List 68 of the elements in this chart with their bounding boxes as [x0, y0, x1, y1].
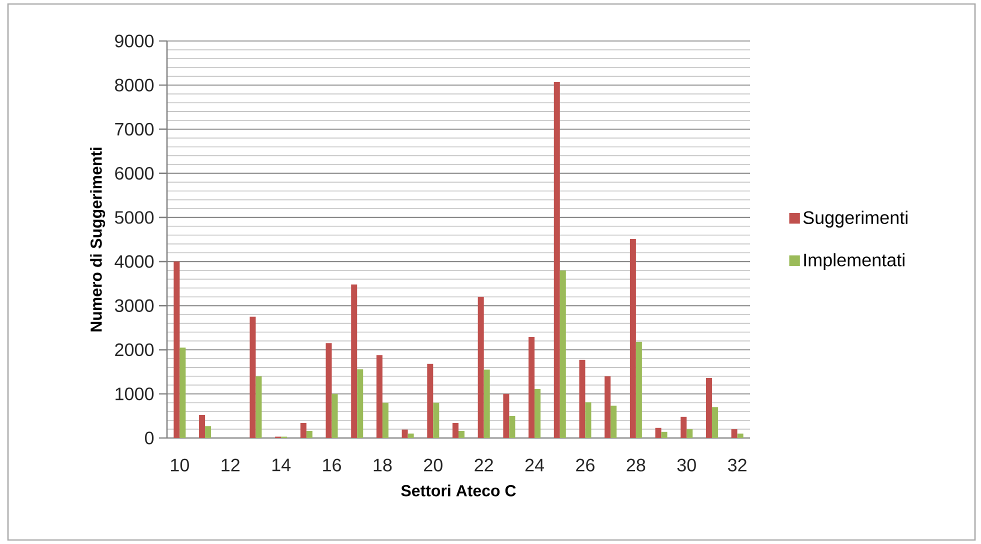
bar	[585, 402, 592, 438]
bar	[205, 426, 212, 438]
x-tick-label: 30	[677, 458, 696, 472]
bar	[351, 284, 358, 438]
x-tick-label: 14	[272, 458, 291, 472]
bar	[306, 430, 312, 438]
bar	[382, 402, 388, 438]
x-tick-label: 12	[222, 458, 240, 472]
bar	[706, 378, 712, 438]
bar	[503, 394, 510, 438]
y-tick-label: 5000	[114, 211, 154, 224]
y-tick-label: 2000	[115, 343, 154, 356]
bar	[610, 406, 617, 438]
bar	[509, 416, 516, 438]
bar	[433, 402, 440, 438]
bar	[484, 370, 490, 438]
y-tick-label: 7000	[115, 122, 154, 136]
bar	[661, 432, 668, 438]
bar	[402, 430, 408, 438]
y-tick-label: 9000	[115, 34, 154, 48]
bar	[180, 348, 186, 438]
x-tick-label: 32	[728, 458, 746, 472]
legend-label: Implementati	[804, 253, 904, 270]
bar	[630, 239, 636, 438]
bar	[680, 416, 687, 438]
bar	[199, 415, 206, 438]
bar	[712, 407, 718, 438]
bar	[458, 430, 464, 438]
y-tick-label: 0	[144, 432, 154, 444]
x-tick-label: 24	[525, 458, 544, 472]
bar	[655, 428, 662, 438]
bar	[604, 376, 611, 438]
x-axis-title: Settori Ateco C	[401, 484, 516, 496]
y-tick-label: 1000	[116, 388, 154, 400]
bar	[427, 364, 434, 438]
bar	[534, 389, 541, 438]
x-tick-label: 20	[424, 458, 442, 472]
x-tick-label: 10	[171, 458, 189, 472]
y-tick-label: 6000	[115, 166, 154, 180]
bar	[560, 270, 566, 438]
bar	[332, 394, 338, 438]
x-tick-label: 22	[474, 458, 493, 472]
bar	[256, 376, 262, 438]
bar	[528, 336, 535, 438]
bar	[554, 82, 560, 438]
bar	[636, 342, 642, 438]
x-tick-label: 26	[576, 458, 594, 472]
bar	[737, 434, 744, 438]
bar	[326, 343, 332, 438]
bar	[731, 429, 738, 438]
x-tick-label: 18	[374, 458, 392, 472]
bar	[357, 369, 364, 438]
bar	[250, 316, 256, 438]
x-tick-label: 28	[626, 458, 646, 472]
legend-label: Suggerimenti	[803, 210, 908, 228]
bar	[300, 423, 306, 438]
bar	[579, 360, 586, 438]
bar	[478, 296, 484, 438]
bar	[376, 355, 382, 438]
bar	[174, 262, 180, 438]
bar	[452, 423, 459, 438]
y-tick-label: 8000	[115, 78, 154, 92]
y-axis-title: Numero di Suggerimenti	[90, 148, 106, 332]
bar	[686, 429, 693, 438]
bar	[408, 434, 414, 438]
y-tick-label: 4000	[114, 255, 154, 268]
x-tick-label: 16	[323, 458, 341, 472]
y-tick-label: 3000	[114, 299, 154, 312]
